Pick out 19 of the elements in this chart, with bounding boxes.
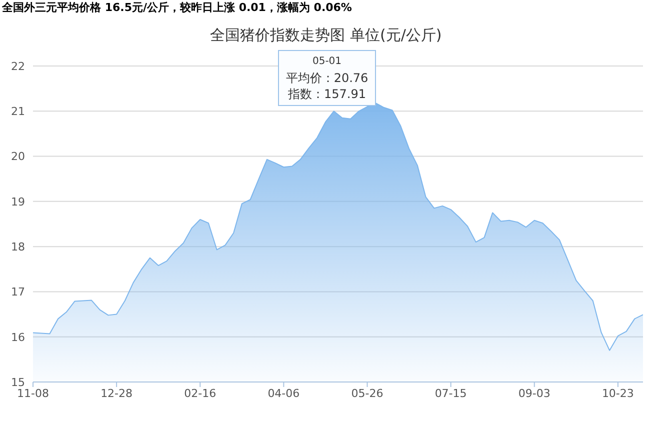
y-tick-label: 22 (11, 60, 25, 73)
x-tick-label: 10-23 (602, 386, 634, 400)
x-tick-label: 04-06 (268, 386, 300, 400)
y-tick-label: 21 (11, 105, 25, 118)
x-tick-label: 09-03 (518, 386, 550, 400)
y-tick-label: 15 (11, 376, 25, 389)
x-tick-label: 12-28 (100, 386, 133, 400)
annotation: 05-01 平均价：20.76 指数：157.91 (284, 55, 370, 102)
x-tick-label: 05-26 (351, 386, 384, 400)
text: 全国外三元平均价格 16.5元/公斤，较昨日上涨 0.01，涨幅为 0.06% (2, 1, 352, 14)
x-tick-label: 02-16 (184, 386, 216, 400)
y-tick-label: 17 (11, 286, 25, 299)
chart-title: 全国猪价指数走势图 单位(元/公斤) (209, 26, 443, 45)
y-tick-label: 16 (11, 330, 25, 344)
x-tick-label: 11-08 (17, 386, 49, 400)
y-tick-label: 18 (11, 240, 25, 254)
y-tick-label: 19 (11, 195, 25, 208)
y-tick-label: 20 (11, 150, 25, 164)
x-tick-label: 07-15 (434, 386, 467, 400)
